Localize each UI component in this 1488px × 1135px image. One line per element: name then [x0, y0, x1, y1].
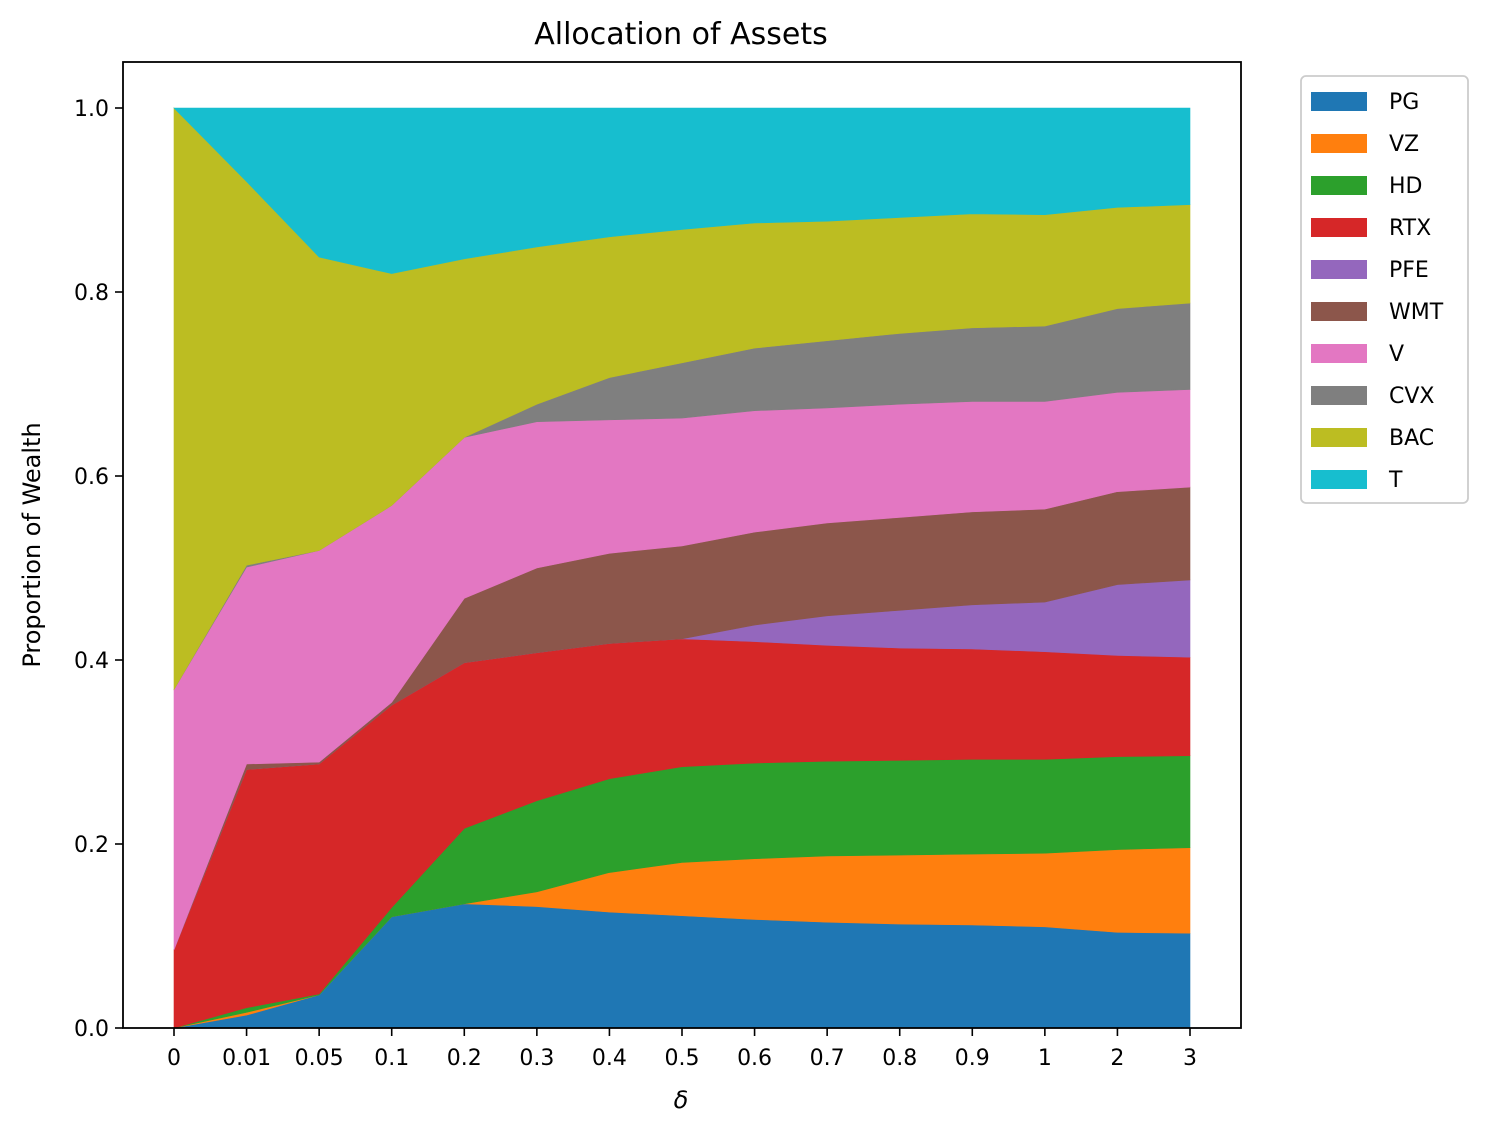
legend-swatch-wmt — [1311, 302, 1367, 321]
y-tick-label: 0.6 — [74, 465, 109, 490]
legend-swatch-rtx — [1311, 218, 1367, 237]
legend-swatch-hd — [1311, 176, 1367, 195]
x-tick-label: 1 — [1038, 1046, 1052, 1071]
legend-label-hd: HD — [1389, 174, 1422, 199]
plot-areas — [173, 107, 1191, 1029]
x-tick-label: 0.01 — [222, 1046, 271, 1071]
y-axis: 0.0 0.2 0.4 0.6 0.8 1.0 — [74, 97, 123, 1042]
x-tick-label: 0.8 — [882, 1046, 917, 1071]
legend-label-pg: PG — [1389, 90, 1419, 115]
y-tick-label: 1.0 — [74, 97, 109, 122]
chart-title: Allocation of Assets — [534, 17, 828, 52]
x-tick-label: 0.6 — [737, 1046, 772, 1071]
legend-swatch-pfe — [1311, 260, 1367, 279]
legend-swatch-t — [1311, 470, 1367, 489]
x-tick-label: 0.2 — [447, 1046, 482, 1071]
y-tick-label: 0.0 — [74, 1017, 109, 1042]
legend-label-t: T — [1388, 468, 1403, 493]
legend-swatch-vz — [1311, 134, 1367, 153]
area-t — [173, 107, 1191, 274]
legend-swatch-bac — [1311, 428, 1367, 447]
legend-label-wmt: WMT — [1389, 300, 1444, 325]
legend-label-pfe: PFE — [1389, 258, 1429, 283]
legend-label-v: V — [1389, 342, 1404, 367]
y-tick-label: 0.8 — [74, 281, 109, 306]
x-tick-label: 0 — [167, 1046, 181, 1071]
x-tick-label: 0.4 — [592, 1046, 627, 1071]
x-tick-label: 0.7 — [810, 1046, 845, 1071]
legend-swatch-v — [1311, 344, 1367, 363]
x-tick-label: 0.1 — [374, 1046, 409, 1071]
x-tick-label: 0.5 — [665, 1046, 700, 1071]
legend-label-rtx: RTX — [1389, 216, 1431, 241]
x-axis: 0 0.01 0.05 0.1 0.2 0.3 0.4 0.5 0.6 0.7 0.8 0.9 1 2 3 — [167, 1028, 1197, 1071]
x-tick-label: 3 — [1183, 1046, 1197, 1071]
x-tick-label: 2 — [1110, 1046, 1124, 1071]
x-axis-label: δ — [674, 1086, 689, 1114]
legend-label-bac: BAC — [1389, 426, 1434, 451]
y-tick-label: 0.2 — [74, 833, 109, 858]
y-tick-label: 0.4 — [74, 649, 109, 674]
x-tick-label: 0.3 — [519, 1046, 554, 1071]
y-axis-label: Proportion of Wealth — [18, 422, 46, 667]
x-tick-label: 0.9 — [955, 1046, 990, 1071]
legend-label-vz: VZ — [1389, 132, 1419, 157]
legend-swatch-cvx — [1311, 386, 1367, 405]
legend-swatch-pg — [1311, 92, 1367, 111]
legend: PG VZ HD RTX PFE WMT V CVX BAC T — [1300, 75, 1469, 504]
x-tick-label: 0.05 — [295, 1046, 344, 1071]
legend-label-cvx: CVX — [1389, 384, 1434, 409]
